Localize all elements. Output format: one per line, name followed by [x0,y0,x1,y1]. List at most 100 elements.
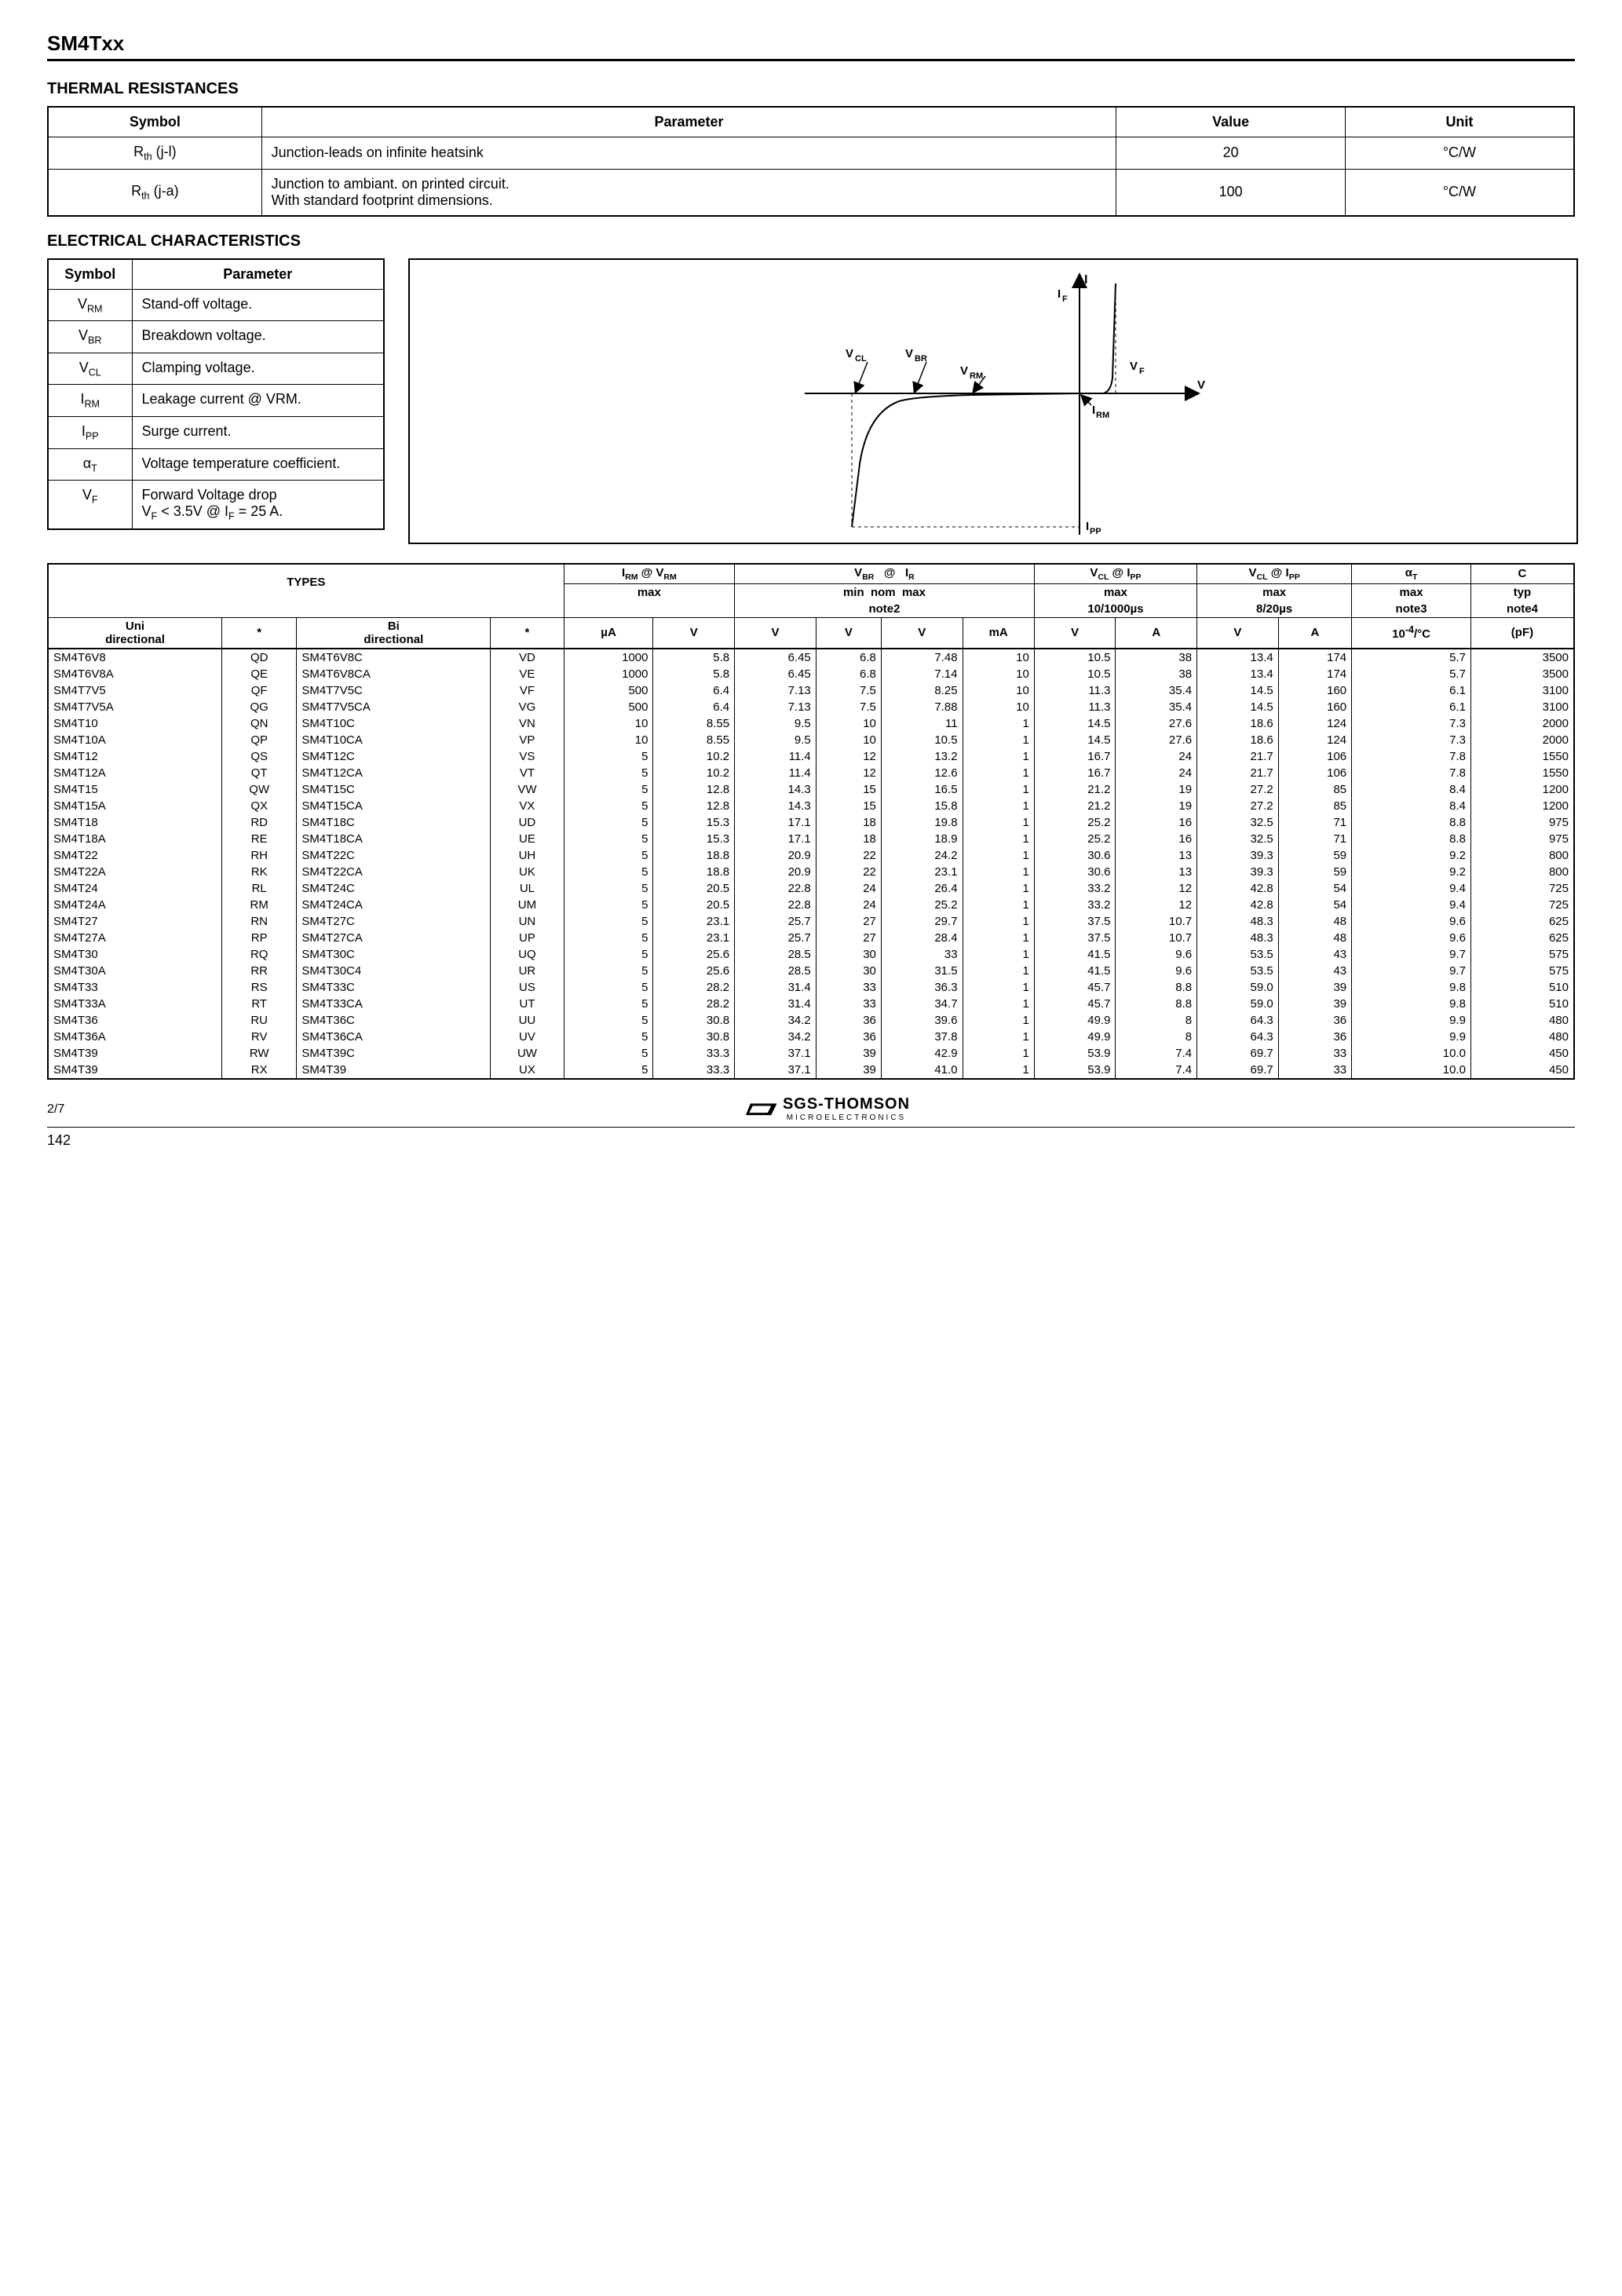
cell: UX [491,1062,564,1079]
cell: 14.3 [735,798,816,814]
cell: 18.6 [1197,715,1279,732]
cell: 33.3 [653,1045,735,1062]
cell: 1200 [1470,781,1574,798]
cell: 11.3 [1034,682,1116,699]
cell: 7.4 [1116,1062,1197,1079]
cell: SM4T36 [48,1012,222,1029]
cell: 1000 [564,666,653,682]
cell: 7.4 [1116,1045,1197,1062]
cell: 10 [963,649,1034,666]
unit-cell: µA [564,617,653,649]
table-row: SM4T7V5AQGSM4T7V5CAVG5006.47.137.57.8810… [48,699,1574,715]
cell: 12 [816,765,881,781]
table-row: SM4T39RWSM4T39CUW533.337.13942.9153.97.4… [48,1045,1574,1062]
cell: UW [491,1045,564,1062]
cell: 450 [1470,1062,1574,1079]
table-row: SM4T12AQTSM4T12CAVT510.211.41212.6116.72… [48,765,1574,781]
cell: 23.1 [653,913,735,930]
elec-symbol: VRM [48,289,132,321]
cell: 9.8 [1352,979,1471,996]
cell: 39.6 [881,1012,963,1029]
cell: 20.9 [735,864,816,880]
cell: 69.7 [1197,1062,1279,1079]
footer: 2/7 SGS-THOMSON MICROELECTRONICS [47,1095,1575,1128]
cell: 1 [963,847,1034,864]
cell: 124 [1278,715,1351,732]
cell: 5.8 [653,666,735,682]
elec-param: Breakdown voltage. [132,321,384,353]
cell: 10 [816,715,881,732]
cell: 37.1 [735,1045,816,1062]
cell: 30.8 [653,1012,735,1029]
cell: 11.4 [735,765,816,781]
cell: 8.8 [1352,814,1471,831]
table-row: SM4T30ARRSM4T30C4UR525.628.53031.5141.59… [48,963,1574,979]
elec-col: Symbol [48,259,132,290]
cell: 1 [963,748,1034,765]
svg-text:V: V [1130,360,1138,373]
cell: 27.2 [1197,781,1279,798]
cell: 20.5 [653,897,735,913]
unit-cell: A [1116,617,1197,649]
cell: SM4T6V8C [297,649,491,666]
cell: 1 [963,781,1034,798]
cell: 23.1 [881,864,963,880]
cell: 30.8 [653,1029,735,1045]
cell: 5 [564,847,653,864]
cell: 17.1 [735,814,816,831]
cell: 5 [564,1012,653,1029]
cell: SM4T33CA [297,996,491,1012]
cell: 6.1 [1352,699,1471,715]
logo-main: SGS-THOMSON [783,1095,910,1113]
cell: 49.9 [1034,1012,1116,1029]
cell: 725 [1470,897,1574,913]
cell: 8.8 [1116,996,1197,1012]
cell: 480 [1470,1029,1574,1045]
cell: 5 [564,880,653,897]
cell: 7.3 [1352,715,1471,732]
cell: 9.4 [1352,880,1471,897]
cell: SM4T15C [297,781,491,798]
cell: QN [222,715,297,732]
cell: SM4T30A [48,963,222,979]
cell: 9.6 [1352,930,1471,946]
cell: 36.3 [881,979,963,996]
cell: SM4T27CA [297,930,491,946]
cell: SM4T33 [48,979,222,996]
cell: RN [222,913,297,930]
cell: 18 [816,831,881,847]
cell: 38 [1116,666,1197,682]
thermal-symbol: Rth (j-l) [48,137,261,170]
cell: 54 [1278,897,1351,913]
cell: 7.48 [881,649,963,666]
cell: 12.6 [881,765,963,781]
cell: 10.0 [1352,1045,1471,1062]
cell: QP [222,732,297,748]
cell: 16.5 [881,781,963,798]
cell: SM4T12A [48,765,222,781]
table-row: SM4T39RXSM4T39UX533.337.13941.0153.97.46… [48,1062,1574,1079]
cell: 37.5 [1034,913,1116,930]
cell: 36 [1278,1029,1351,1045]
cell: 8.55 [653,715,735,732]
cell: US [491,979,564,996]
table-row: SM4T12QSSM4T12CVS510.211.41213.2116.7242… [48,748,1574,765]
cell: 1 [963,1045,1034,1062]
cell: 13.4 [1197,666,1279,682]
cell: 39.3 [1197,847,1279,864]
cell: 7.8 [1352,765,1471,781]
cell: 48.3 [1197,913,1279,930]
cell: 28.4 [881,930,963,946]
cell: SM4T39 [48,1045,222,1062]
cell: 7.14 [881,666,963,682]
table-row: SM4T7V5QFSM4T7V5CVF5006.47.137.58.251011… [48,682,1574,699]
cell: 6.1 [1352,682,1471,699]
cell: 19.8 [881,814,963,831]
cell: 85 [1278,781,1351,798]
cell: 8.8 [1116,979,1197,996]
cell: 27.6 [1116,732,1197,748]
cell: 800 [1470,864,1574,880]
cell: 3100 [1470,699,1574,715]
cell: 59 [1278,847,1351,864]
cell: 20.9 [735,847,816,864]
